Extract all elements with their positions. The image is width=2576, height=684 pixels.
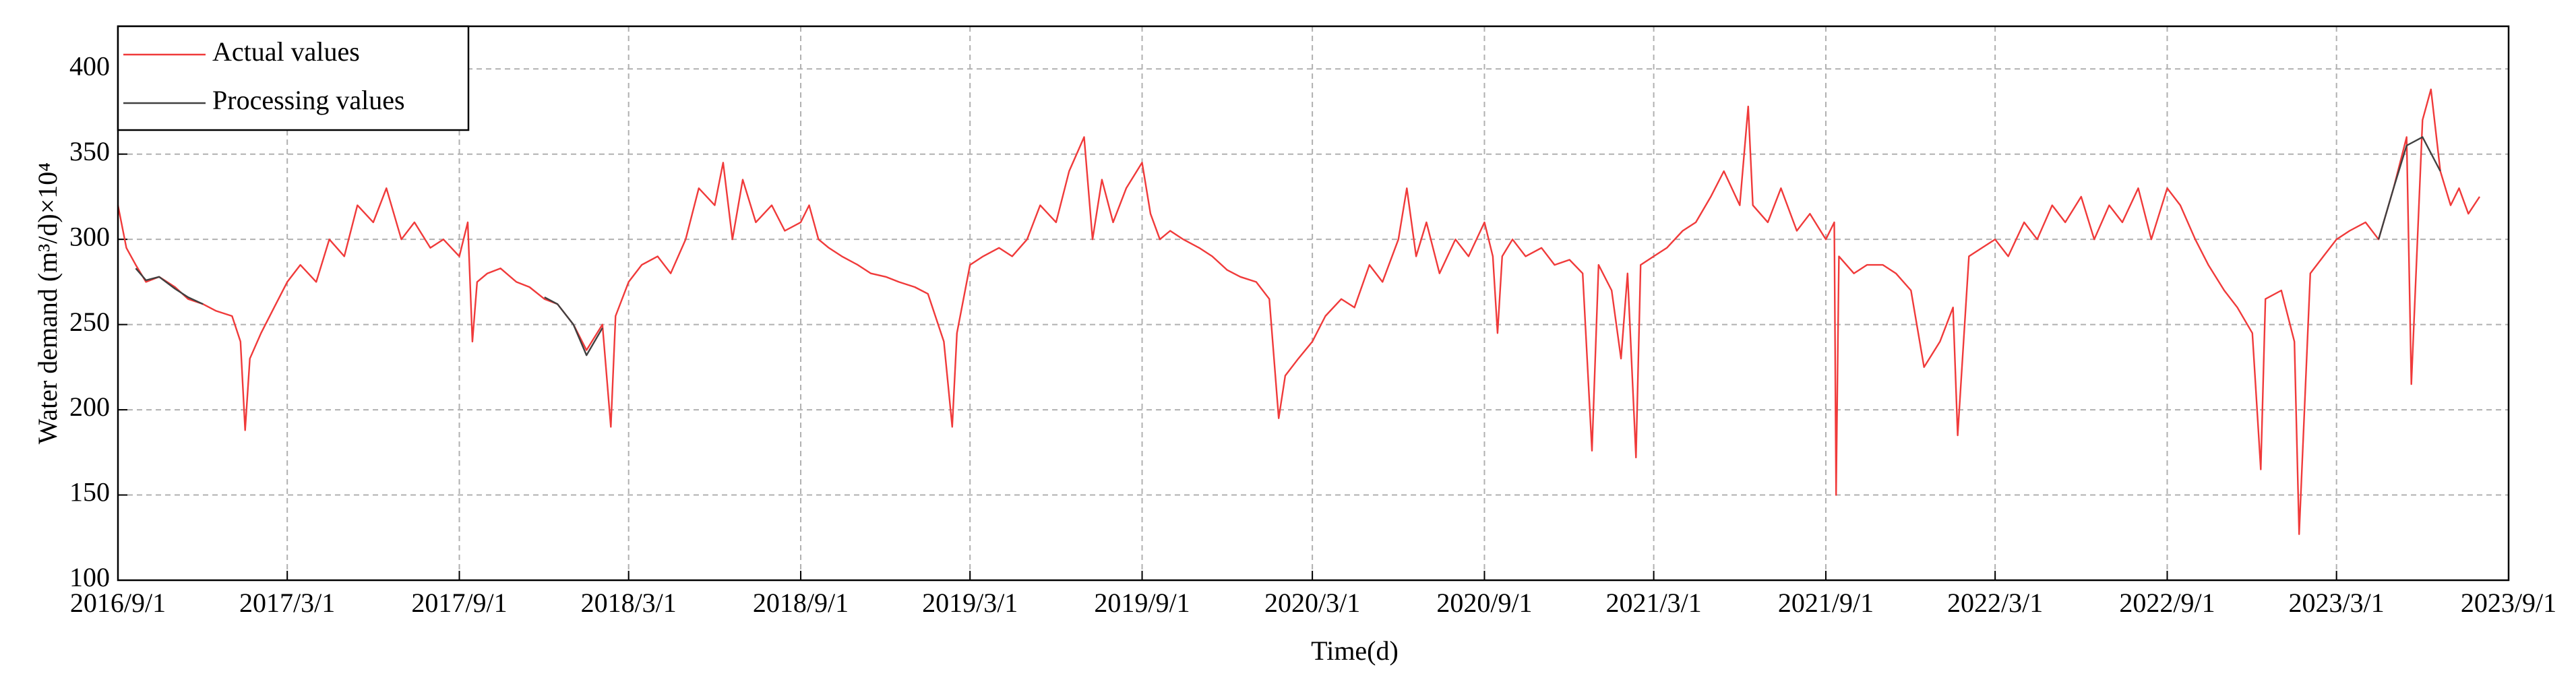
x-axis-label: Time(d) [1311, 635, 1399, 666]
x-tick-label: 2017/9/1 [411, 588, 507, 618]
legend-label: Processing values [212, 85, 405, 115]
x-tick-label: 2022/9/1 [2119, 588, 2215, 618]
x-tick-label: 2020/3/1 [1264, 588, 1360, 618]
data-line [135, 136, 2441, 356]
y-tick-label: 100 [69, 562, 110, 592]
y-tick-label: 350 [69, 136, 110, 166]
plot-frame [117, 25, 2510, 582]
y-tick-label: 250 [69, 307, 110, 337]
data-line [117, 88, 2481, 535]
legend-label: Actual values [212, 36, 360, 67]
y-axis-label: Water demand (m³/d)×10⁴ [32, 162, 63, 444]
x-tick-label: 2022/3/1 [1947, 588, 2043, 618]
legend-box [117, 25, 470, 131]
x-tick-label: 2018/3/1 [581, 588, 677, 618]
x-tick-label: 2021/9/1 [1778, 588, 1874, 618]
x-tick-label: 2019/9/1 [1094, 588, 1190, 618]
x-tick-label: 2020/9/1 [1436, 588, 1532, 618]
y-tick-label: 200 [69, 392, 110, 422]
x-tick-label: 2023/9/1 [2461, 588, 2556, 618]
x-tick-label: 2016/9/1 [70, 588, 166, 618]
y-tick-label: 300 [69, 221, 110, 251]
x-tick-label: 2023/3/1 [2289, 588, 2385, 618]
x-tick-label: 2019/3/1 [922, 588, 1018, 618]
y-tick-label: 150 [69, 477, 110, 507]
y-tick-label: 400 [69, 51, 110, 81]
x-tick-label: 2021/3/1 [1606, 588, 1702, 618]
x-tick-label: 2018/9/1 [753, 588, 849, 618]
x-tick-label: 2017/3/1 [239, 588, 335, 618]
